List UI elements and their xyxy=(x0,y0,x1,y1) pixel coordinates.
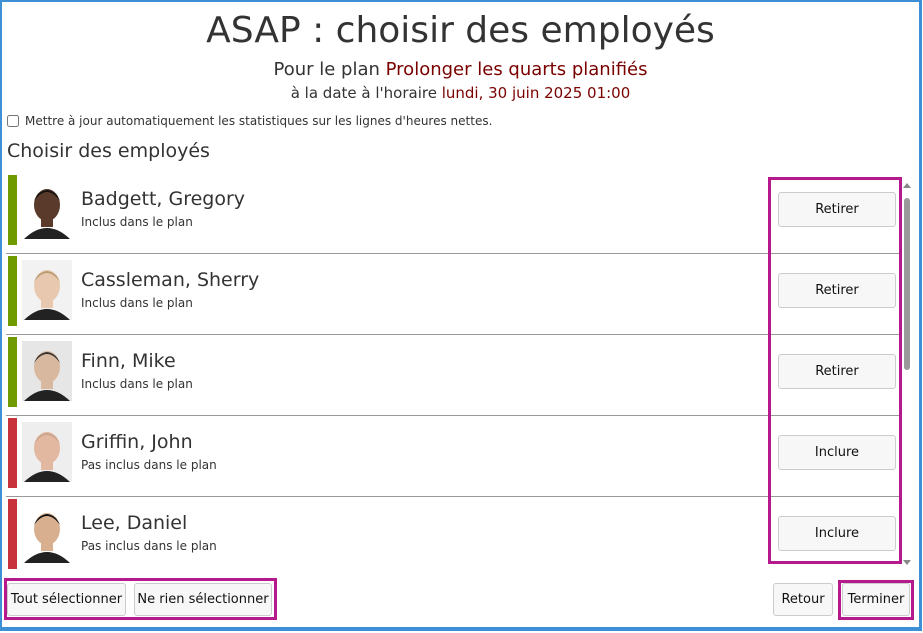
employee-row[interactable]: Lee, Daniel Pas inclus dans le plan Inclur… xyxy=(6,497,901,569)
employee-status: Inclus dans le plan xyxy=(81,377,193,391)
plan-name: Prolonger les quarts planifiés xyxy=(385,59,648,80)
employee-name: Griffin, John xyxy=(81,431,193,453)
employee-row[interactable]: Griffin, John Pas inclus dans le plan Incl… xyxy=(6,416,901,497)
plan-line: Pour le plan Prolonger les quarts planif… xyxy=(2,59,919,80)
toggle-button[interactable]: Retirer xyxy=(778,354,896,389)
toggle-button[interactable]: Inclure xyxy=(778,516,896,551)
select-all-button[interactable]: Tout sélectionner xyxy=(7,583,126,616)
avatar xyxy=(22,422,72,482)
avatar xyxy=(22,179,72,239)
toggle-button[interactable]: Inclure xyxy=(778,435,896,470)
toggle-button[interactable]: Retirer xyxy=(778,192,896,227)
status-bar xyxy=(8,499,17,569)
photo xyxy=(22,341,72,405)
toggle-button[interactable]: Retirer xyxy=(778,273,896,308)
status-bar xyxy=(8,256,17,326)
date-value: lundi, 30 juin 2025 01:00 xyxy=(441,84,631,102)
date-line: à la date à l'horaire lundi, 30 juin 202… xyxy=(2,84,919,102)
photo xyxy=(22,503,72,567)
date-label: à la date à l'horaire xyxy=(290,84,437,102)
select-none-button[interactable]: Ne rien sélectionner xyxy=(134,583,272,616)
avatar xyxy=(22,341,72,401)
scrollbar[interactable] xyxy=(902,180,912,568)
avatar xyxy=(22,260,72,320)
photo xyxy=(22,260,72,324)
employee-status: Inclus dans le plan xyxy=(81,215,193,229)
checkbox[interactable] xyxy=(7,115,19,127)
status-bar xyxy=(8,418,17,488)
finish-button[interactable]: Terminer xyxy=(842,583,910,616)
status-bar xyxy=(8,337,17,407)
employee-status: Inclus dans le plan xyxy=(81,296,193,310)
employee-name: Finn, Mike xyxy=(81,350,176,372)
employee-row[interactable]: Badgett, Gregory Inclus dans le plan Retir… xyxy=(6,173,901,254)
employee-row[interactable]: Cassleman, Sherry Inclus dans le plan Reti… xyxy=(6,254,901,335)
avatar xyxy=(22,503,72,563)
employee-name: Cassleman, Sherry xyxy=(81,269,260,291)
employee-name: Badgett, Gregory xyxy=(81,188,246,210)
photo xyxy=(22,422,72,486)
employee-list: Badgett, Gregory Inclus dans le plan Retir… xyxy=(6,173,901,569)
back-button[interactable]: Retour xyxy=(773,583,833,616)
employee-row[interactable]: Finn, Mike Inclus dans le plan Retirer xyxy=(6,335,901,416)
status-bar xyxy=(8,175,17,245)
employee-status: Pas inclus dans le plan xyxy=(81,458,217,472)
checkbox-label: Mettre à jour automatiquement les statis… xyxy=(25,114,493,128)
scrollbar-graphic xyxy=(903,183,911,565)
employee-status: Pas inclus dans le plan xyxy=(81,539,217,553)
section-title: Choisir des employés xyxy=(7,140,210,162)
plan-label: Pour le plan xyxy=(273,59,380,80)
auto-update-option: Mettre à jour automatiquement les statis… xyxy=(7,114,492,128)
title: ASAP : choisir des employés xyxy=(206,10,715,51)
employee-name: Lee, Daniel xyxy=(81,512,188,534)
photo xyxy=(22,179,72,243)
